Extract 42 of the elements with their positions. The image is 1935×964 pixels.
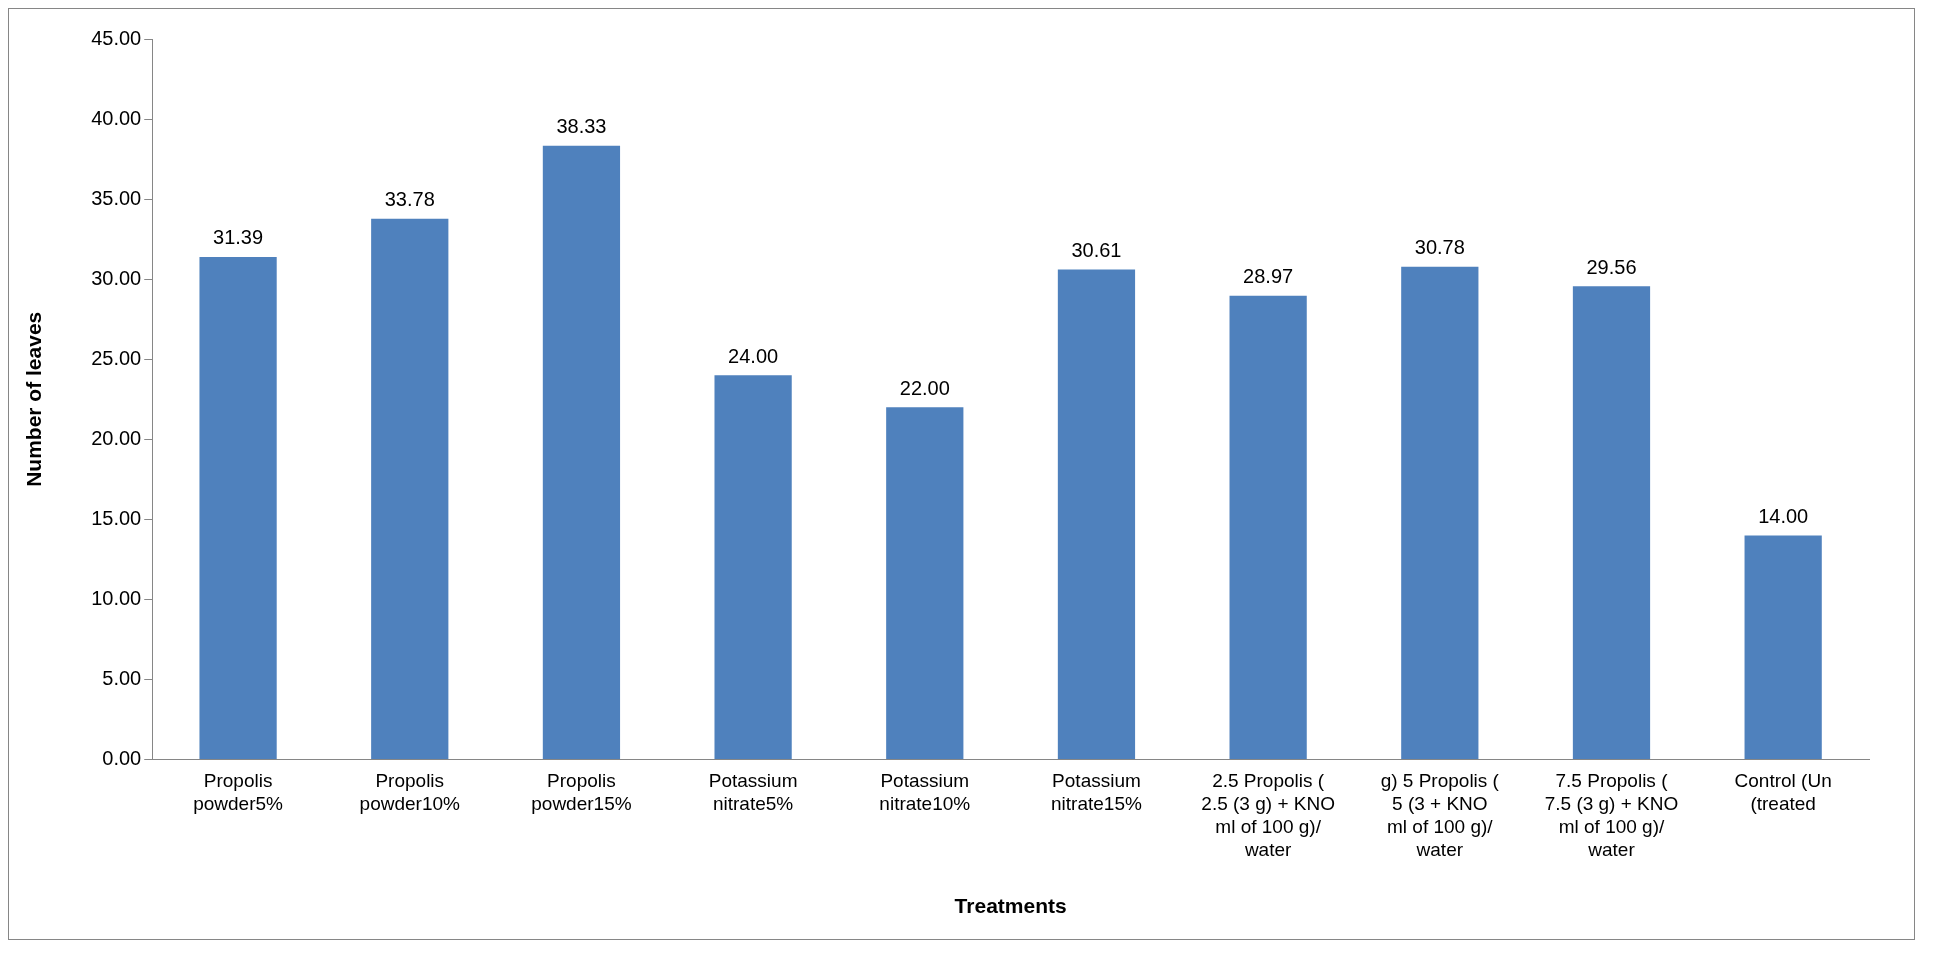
x-tick-label: 7.5 Propolis ( 7.5 (3 g) + KNO ml of 100 g)/ water <box>1544 770 1679 860</box>
bar <box>1057 269 1136 760</box>
data-label: 30.78 <box>1414 236 1465 259</box>
data-label: 30.61 <box>1071 238 1122 261</box>
y-tick-label: 10.00 <box>91 586 142 609</box>
bar <box>1401 266 1479 760</box>
x-tick-label: Potassium nitrate10% <box>879 770 971 815</box>
x-tick-label: Propolis powder15% <box>531 770 632 815</box>
bar <box>1229 295 1307 760</box>
x-tick-label: Propolis powder10% <box>359 770 461 815</box>
y-tick-label: 15.00 <box>91 506 142 529</box>
x-tick-label: Potassium nitrate5% <box>708 770 798 815</box>
y-tick-label: 40.00 <box>91 106 142 129</box>
y-tick-label: 0.00 <box>102 747 142 770</box>
bar <box>1744 535 1822 760</box>
y-tick-label: 30.00 <box>91 266 142 289</box>
x-tick-label: g) 5 Propolis ( 5 (3 + KNO ml of 100 g)/ water <box>1380 770 1500 860</box>
x-tick-label: Control (Un (treated <box>1734 770 1832 815</box>
y-axis-title: Number of leaves <box>22 311 46 487</box>
data-label: 29.56 <box>1586 255 1637 278</box>
x-tick-label: Propolis powder5% <box>193 770 284 815</box>
y-tick-label: 45.00 <box>91 26 142 49</box>
bar <box>886 407 964 760</box>
data-label: 33.78 <box>384 188 435 211</box>
bar <box>1572 286 1651 760</box>
data-label: 24.00 <box>728 344 779 367</box>
bar <box>199 256 277 760</box>
y-tick-label: 35.00 <box>91 186 142 209</box>
bar <box>371 218 449 760</box>
data-label: 31.39 <box>213 226 264 249</box>
data-label: 28.97 <box>1243 265 1294 288</box>
data-label: 14.00 <box>1758 504 1809 527</box>
y-tick-label: 20.00 <box>91 426 142 449</box>
bar <box>714 375 792 760</box>
x-axis-title: Treatments <box>954 894 1067 918</box>
bar <box>542 145 621 760</box>
y-tick-label: 25.00 <box>91 346 142 369</box>
x-tick-label: 2.5 Propolis ( 2.5 (3 g) + KNO ml of 100 g)/ water <box>1201 770 1335 860</box>
data-label: 22.00 <box>899 376 950 399</box>
x-tick-label: Potassium nitrate15% <box>1051 770 1142 815</box>
data-label: 38.33 <box>556 115 607 138</box>
y-tick-label: 5.00 <box>102 667 142 690</box>
